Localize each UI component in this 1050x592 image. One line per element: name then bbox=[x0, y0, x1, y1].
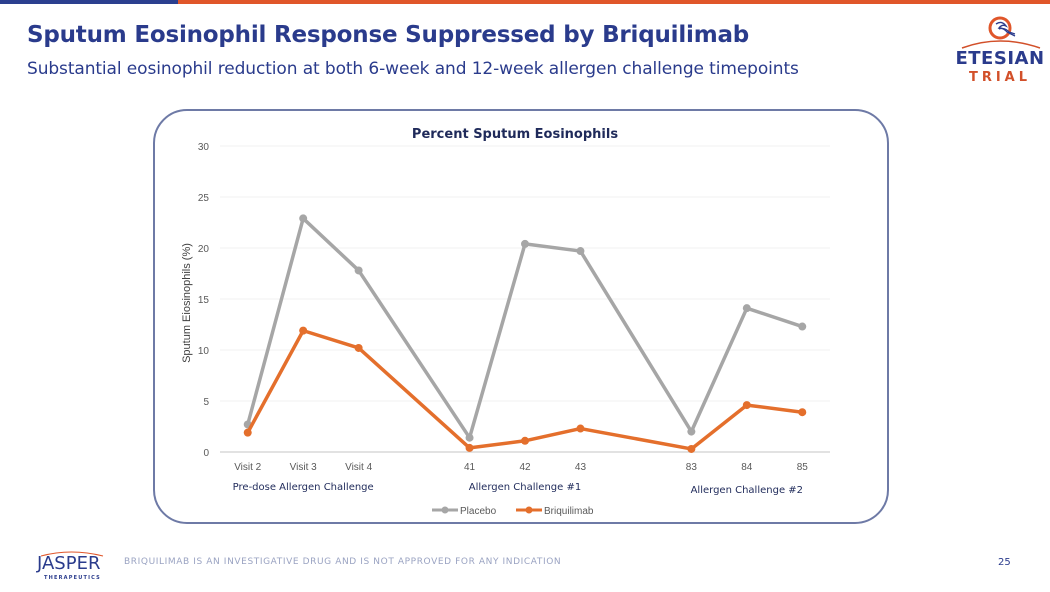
data-point-placebo bbox=[465, 433, 474, 442]
data-point-placebo bbox=[742, 304, 751, 313]
logo-etesian-text: ETESIAN bbox=[955, 48, 1045, 69]
y-tick-label: 25 bbox=[198, 193, 210, 204]
slide-subtitle: Substantial eosinophil reduction at both… bbox=[27, 59, 799, 79]
legend-label: Placebo bbox=[460, 506, 497, 517]
data-point-placebo bbox=[354, 266, 363, 275]
top-accent-bar bbox=[0, 0, 1050, 4]
data-point-placebo bbox=[521, 239, 529, 248]
group-label: Allergen Challenge #1 bbox=[469, 482, 581, 493]
group-label: Allergen Challenge #2 bbox=[691, 485, 803, 496]
logo-therapeutics-text: THERAPEUTICS bbox=[44, 575, 101, 581]
x-tick-label: 85 bbox=[797, 462, 809, 473]
logo-trial-text: TRIAL bbox=[968, 70, 1032, 85]
y-axis-label: Sputum Eiosinophils (%) bbox=[181, 243, 193, 363]
y-tick-label: 5 bbox=[203, 397, 209, 408]
data-point-briquilimab bbox=[687, 444, 696, 453]
legend-marker-placebo bbox=[441, 506, 449, 514]
y-tick-label: 30 bbox=[198, 142, 210, 153]
x-tick-label: Visit 3 bbox=[290, 462, 317, 473]
accent-bar-blue bbox=[0, 0, 178, 4]
logo-arc-icon bbox=[40, 551, 104, 557]
x-tick-label: 84 bbox=[741, 462, 753, 473]
page-number: 25 bbox=[998, 557, 1011, 568]
y-tick-label: 0 bbox=[203, 448, 209, 459]
y-tick-label: 10 bbox=[198, 346, 210, 357]
legend-marker-briquilimab bbox=[525, 506, 533, 514]
data-point-placebo bbox=[299, 214, 308, 223]
series-line-briquilimab bbox=[246, 328, 803, 451]
wave-swirl-icon bbox=[961, 16, 1041, 49]
etesian-trial-logo: ETESIAN TRIAL bbox=[952, 14, 1050, 94]
series-line-placebo bbox=[246, 216, 803, 440]
data-point-placebo bbox=[798, 322, 807, 331]
chart-title: Percent Sputum Eosinophils bbox=[412, 127, 618, 142]
y-tick-label: 20 bbox=[198, 244, 210, 255]
accent-bar-orange bbox=[178, 0, 1050, 4]
data-point-briquilimab bbox=[299, 326, 308, 335]
data-point-briquilimab bbox=[742, 401, 751, 410]
data-point-briquilimab bbox=[354, 343, 363, 352]
y-tick-label: 15 bbox=[198, 295, 210, 306]
data-point-briquilimab bbox=[243, 428, 252, 437]
data-point-placebo bbox=[687, 427, 696, 436]
x-tick-label: 43 bbox=[575, 462, 587, 473]
x-tick-label: Visit 4 bbox=[345, 462, 372, 473]
legend-label: Briquilimab bbox=[544, 506, 594, 517]
x-tick-label: Visit 2 bbox=[234, 462, 261, 473]
disclaimer-text: BRIQUILIMAB IS AN INVESTIGATIVE DRUG AND… bbox=[124, 557, 562, 567]
logo-jasper-text: JASPER bbox=[37, 553, 101, 574]
jasper-logo: JASPER THERAPEUTICS bbox=[37, 551, 107, 581]
slide-title: Sputum Eosinophil Response Suppressed by… bbox=[27, 22, 750, 48]
data-point-briquilimab bbox=[465, 443, 474, 452]
x-tick-label: 42 bbox=[519, 462, 531, 473]
data-point-briquilimab bbox=[521, 436, 529, 445]
data-point-placebo bbox=[576, 247, 585, 256]
x-tick-label: 83 bbox=[686, 462, 698, 473]
data-point-briquilimab bbox=[798, 408, 807, 417]
group-label: Pre-dose Allergen Challenge bbox=[233, 482, 374, 493]
x-tick-label: 41 bbox=[464, 462, 476, 473]
data-point-briquilimab bbox=[576, 424, 585, 433]
